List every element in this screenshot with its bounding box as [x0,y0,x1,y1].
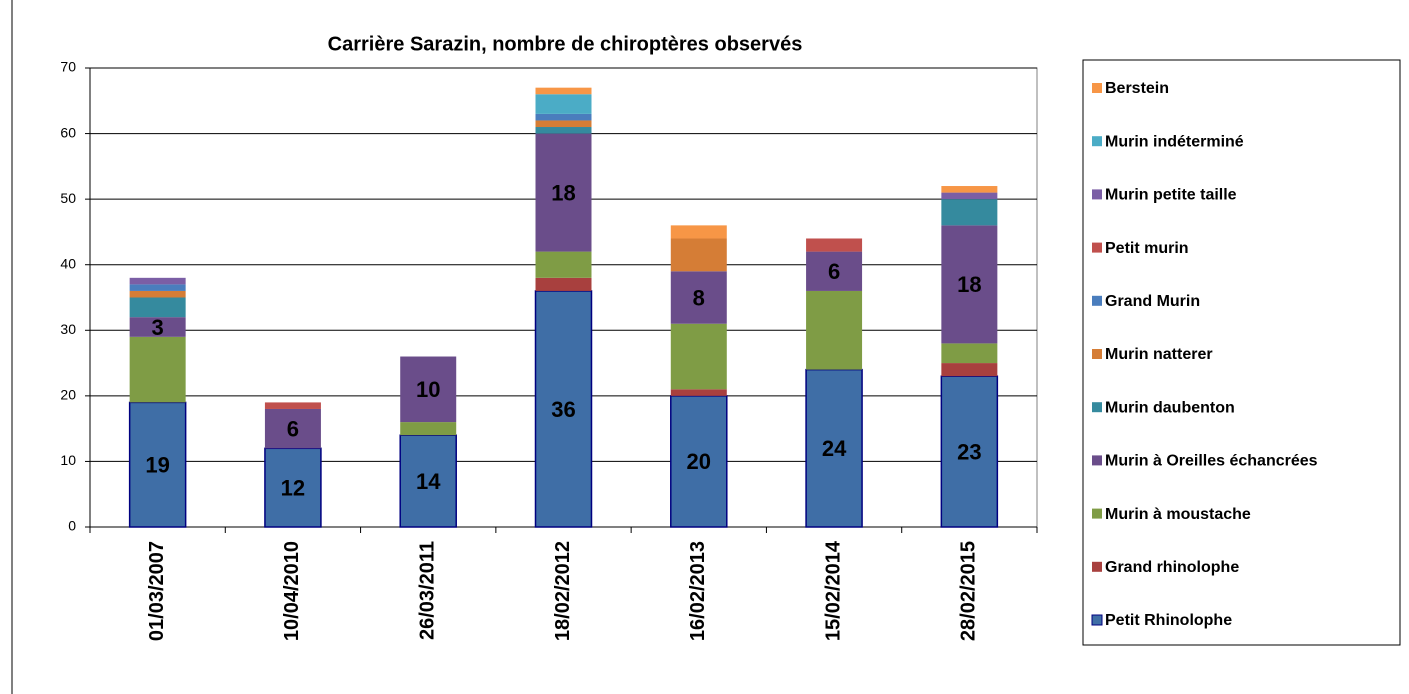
legend-box [1082,59,1401,646]
chart-title: Carrière Sarazin, nombre de chiroptères … [328,33,803,55]
legend-swatch [1092,508,1102,519]
bar-segment [129,277,186,285]
bar-segment [129,284,186,291]
data-label: 12 [281,475,305,500]
data-label: 20 [687,449,711,474]
data-label: 8 [693,285,705,310]
x-tick-label: 28/02/2015 [958,541,980,641]
bar-segment [941,343,998,364]
bar-segment [670,238,727,272]
bar-segment [264,408,321,449]
data-label: 23 [957,439,981,464]
bar-segment [805,368,863,528]
bar-segment [129,297,186,318]
y-tick-label: 0 [68,518,76,534]
bar-segment [941,225,998,344]
x-tick-label: 01/03/2007 [146,541,168,641]
bar-segment [264,402,321,409]
legend-label: Murin natterer [1105,346,1213,363]
legend-swatch [1092,455,1102,466]
bar-segment [399,434,457,528]
data-label: 18 [551,180,575,205]
legend-swatch [1092,83,1102,93]
bar-segment [806,238,863,252]
bar-segment [129,336,186,403]
bar-segment [941,186,998,193]
legend-label: Grand rhinolophe [1105,559,1239,576]
y-tick-label: 50 [60,190,76,206]
bar-segment [535,251,592,278]
y-tick-label: 70 [60,59,76,75]
y-tick-label: 20 [60,387,76,403]
bar-segment [670,395,728,528]
legend-label: Murin à Oreilles échancrées [1105,453,1318,470]
bar-segment [400,356,457,423]
bar-segment [535,127,592,134]
bar-segment [400,422,457,436]
bar-segment [264,447,322,528]
bar-segment [941,363,998,377]
data-label: 6 [828,259,840,284]
legend-swatch [1092,189,1102,200]
bar-segment [535,133,592,252]
data-label: 3 [152,315,164,340]
legend-swatch [1092,561,1102,572]
legend-label: Murin indéterminé [1105,133,1244,150]
legend-label: Murin daubenton [1105,399,1235,416]
bar-segment [670,323,727,390]
legend-label: Murin petite taille [1105,187,1237,204]
bar-segment [535,120,592,128]
legend-swatch [1092,242,1102,253]
x-tick-label: 15/02/2014 [822,540,844,641]
legend-label: Berstein [1105,80,1169,97]
data-label: 14 [416,469,441,494]
legend-swatch [1092,402,1102,413]
data-label: 36 [551,397,575,422]
data-label: 10 [416,377,440,402]
legend-swatch [1092,295,1102,306]
bar-segment [670,225,727,239]
x-tick-label: 18/02/2012 [552,541,574,641]
bar-segment [806,290,863,370]
x-tick-label: 10/04/2010 [281,541,303,641]
bar-segment [534,290,593,528]
y-tick-label: 30 [60,321,76,337]
bar-segment [806,251,863,291]
bar-segment [535,277,592,291]
data-label: 24 [822,436,847,461]
bar-segment [670,389,727,396]
y-tick-label: 10 [60,452,76,468]
x-tick-label: 26/03/2011 [416,541,438,640]
legend-label: Petit murin [1105,240,1189,257]
bar-segment [940,375,999,528]
bar-segment [535,113,592,121]
legend-label: Murin à moustache [1105,506,1251,523]
legend-swatch [1092,136,1102,147]
x-tick-label: 16/02/2013 [687,541,709,641]
bar-segment [535,87,592,95]
y-tick-label: 60 [60,124,76,140]
y-tick-label: 40 [60,255,76,271]
bar-segment [941,192,998,200]
data-label: 19 [145,453,169,478]
bar-segment [129,317,186,337]
data-label: 18 [957,272,981,297]
data-label: 6 [287,416,299,441]
bar-segment [535,94,592,114]
bar-segment [941,199,998,226]
legend-swatch [1091,614,1103,626]
legend-label: Petit Rhinolophe [1105,612,1232,629]
legend-swatch [1092,349,1102,359]
bar-segment [129,290,186,298]
bar-segment [670,271,727,324]
legend-label: Grand Murin [1105,293,1200,310]
